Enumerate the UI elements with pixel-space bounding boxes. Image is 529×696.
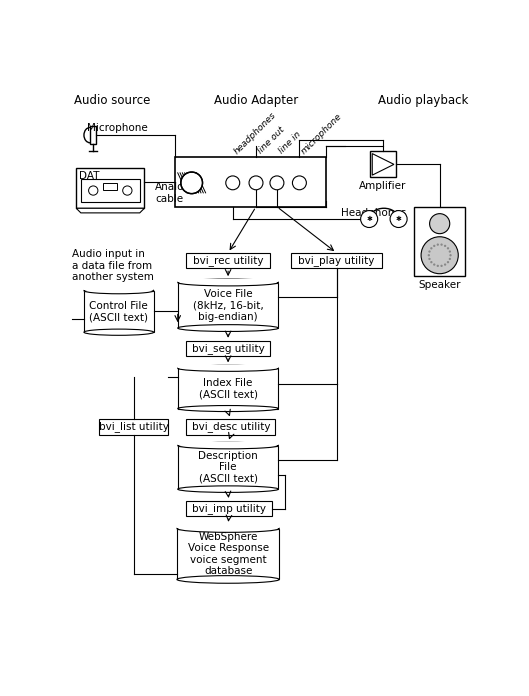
Circle shape — [430, 247, 433, 249]
Text: Speaker: Speaker — [418, 280, 461, 290]
Bar — [178, 283, 278, 328]
Bar — [81, 179, 140, 202]
Circle shape — [444, 263, 446, 266]
Text: Audio Adapter: Audio Adapter — [214, 94, 298, 107]
Ellipse shape — [177, 576, 279, 583]
Text: line in: line in — [277, 130, 303, 156]
Bar — [178, 365, 278, 368]
Bar — [186, 419, 276, 434]
Bar — [178, 368, 278, 409]
Circle shape — [123, 186, 132, 195]
Text: Amplifier: Amplifier — [359, 180, 407, 191]
Ellipse shape — [177, 525, 279, 532]
Circle shape — [433, 245, 435, 247]
Bar — [291, 253, 382, 269]
Bar — [370, 151, 396, 177]
Bar — [76, 168, 144, 208]
Text: Audio playback: Audio playback — [378, 94, 468, 107]
Bar — [175, 157, 326, 207]
Circle shape — [444, 245, 446, 247]
Bar — [186, 341, 270, 356]
Circle shape — [421, 237, 458, 274]
Text: Voice File
(8kHz, 16-bit,
big-endian): Voice File (8kHz, 16-bit, big-endian) — [193, 289, 263, 322]
Bar — [186, 501, 271, 516]
Ellipse shape — [178, 443, 278, 449]
Circle shape — [449, 251, 451, 253]
Text: Microphone: Microphone — [87, 122, 148, 133]
Bar — [178, 445, 278, 489]
Ellipse shape — [178, 324, 278, 331]
Circle shape — [430, 261, 433, 263]
Bar — [84, 291, 154, 332]
Circle shape — [447, 261, 449, 263]
Text: bvi_list utility: bvi_list utility — [98, 422, 169, 432]
Bar — [103, 183, 117, 190]
Text: ✱: ✱ — [396, 216, 402, 222]
Polygon shape — [372, 154, 394, 175]
Circle shape — [441, 264, 443, 267]
Text: bvi_desc utility: bvi_desc utility — [191, 422, 270, 432]
Circle shape — [447, 247, 449, 249]
Circle shape — [428, 251, 431, 253]
Circle shape — [88, 186, 98, 195]
Text: DAT: DAT — [79, 171, 100, 181]
Text: line out: line out — [256, 125, 286, 156]
Text: Analog
cable: Analog cable — [155, 182, 191, 204]
Text: bvi_seg utility: bvi_seg utility — [191, 343, 264, 354]
Ellipse shape — [178, 365, 278, 372]
Circle shape — [449, 254, 452, 256]
Bar — [178, 278, 278, 282]
Text: WebSphere
Voice Response
voice segment
database: WebSphere Voice Response voice segment d… — [188, 532, 269, 576]
Circle shape — [181, 172, 203, 193]
Text: Description
File
(ASCII text): Description File (ASCII text) — [198, 451, 258, 484]
Circle shape — [293, 176, 306, 190]
Circle shape — [449, 258, 451, 260]
Text: Audio source: Audio source — [74, 94, 150, 107]
Text: headphones: headphones — [233, 110, 278, 156]
Circle shape — [433, 263, 435, 266]
Text: bvi_rec utility: bvi_rec utility — [193, 255, 263, 266]
Ellipse shape — [178, 406, 278, 411]
Text: bvi_imp utility: bvi_imp utility — [192, 503, 266, 514]
Circle shape — [270, 176, 284, 190]
Ellipse shape — [84, 287, 154, 294]
Text: Index File
(ASCII text): Index File (ASCII text) — [198, 378, 258, 400]
Bar — [177, 528, 279, 580]
Bar — [84, 287, 153, 290]
Bar — [99, 419, 168, 434]
Text: bvi_play utility: bvi_play utility — [298, 255, 375, 266]
Circle shape — [361, 211, 378, 228]
Circle shape — [436, 264, 439, 267]
Circle shape — [427, 254, 430, 256]
Bar — [186, 253, 270, 269]
Text: Control File
(ASCII text): Control File (ASCII text) — [89, 301, 148, 322]
Ellipse shape — [178, 279, 278, 286]
Bar — [178, 442, 278, 445]
Text: microphone: microphone — [299, 111, 344, 156]
Text: Audio input in
a data file from
another system: Audio input in a data file from another … — [72, 249, 154, 283]
Text: Headphones: Headphones — [341, 208, 406, 218]
Circle shape — [390, 211, 407, 228]
Polygon shape — [76, 208, 144, 213]
Circle shape — [249, 176, 263, 190]
Bar — [90, 126, 96, 144]
Bar — [414, 207, 465, 276]
Circle shape — [441, 244, 443, 246]
Circle shape — [226, 176, 240, 190]
Circle shape — [430, 214, 450, 234]
Ellipse shape — [84, 329, 154, 335]
Circle shape — [428, 258, 431, 260]
Ellipse shape — [178, 486, 278, 492]
Text: ✱: ✱ — [366, 216, 372, 222]
Circle shape — [436, 244, 439, 246]
Bar — [177, 524, 279, 528]
